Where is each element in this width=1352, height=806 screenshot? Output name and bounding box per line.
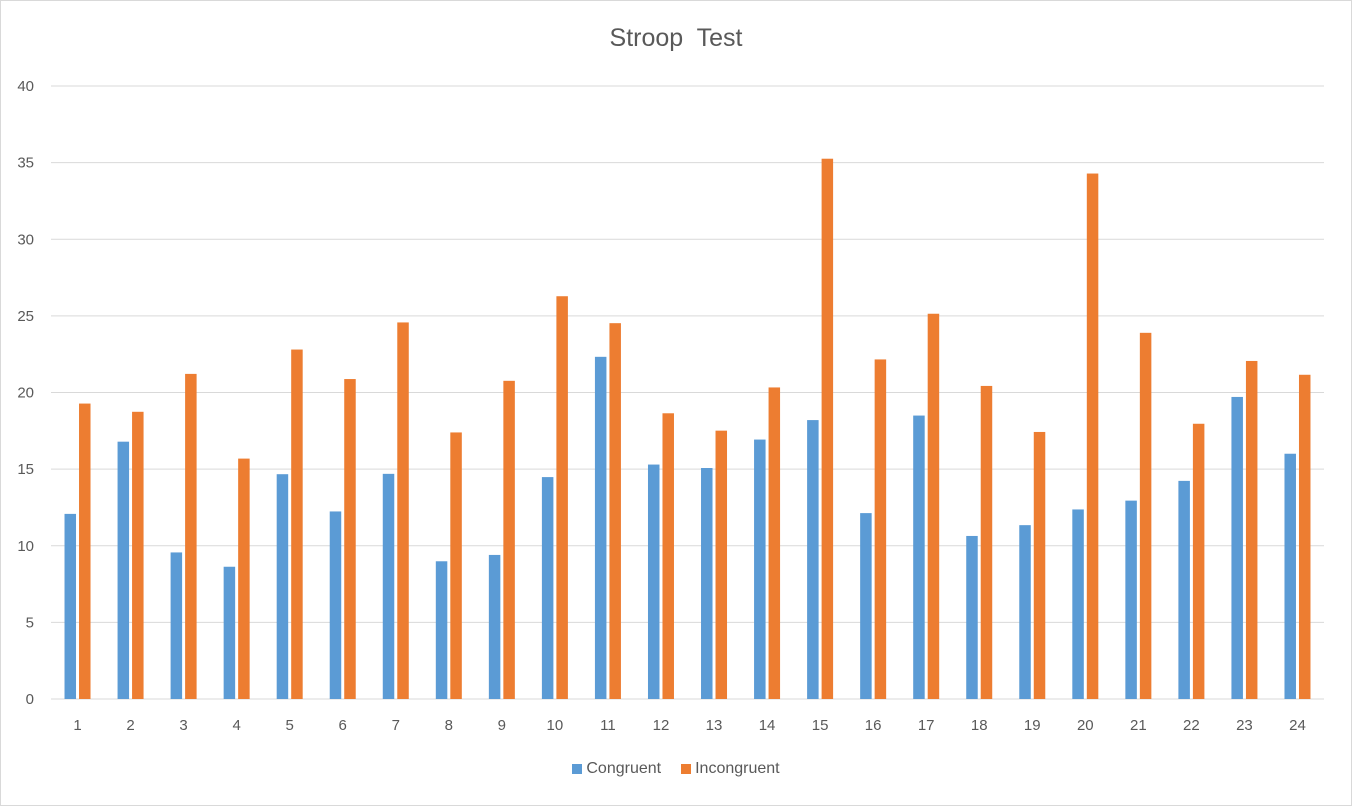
bar-incongruent-9 [503, 380, 515, 699]
bar-incongruent-15 [821, 158, 834, 699]
bar-incongruent-17 [927, 313, 940, 699]
legend-swatch-congruent [572, 764, 583, 774]
x-tick-label: 2 [126, 717, 134, 734]
x-axis-ticks: 1 2 3 4 5 6 7 8 9 10 11 12 13 14 15 16 17 18 19 20 21 22 23 24 [73, 717, 1305, 734]
chart-title: Stroop Test [609, 24, 743, 52]
bar-incongruent-12 [662, 413, 674, 699]
bar-incongruent-8 [450, 432, 462, 699]
x-tick-label: 1 [73, 717, 81, 734]
legend-item-incongruent: Incongruent [681, 760, 780, 778]
bar-congruent-5 [276, 474, 289, 699]
y-tick-label: 20 [17, 385, 34, 402]
bar-incongruent-7 [397, 322, 409, 699]
bar-incongruent-19 [1033, 431, 1046, 699]
bar-congruent-10 [541, 477, 554, 699]
bar-incongruent-22 [1192, 423, 1205, 699]
bar-congruent-14 [754, 439, 766, 699]
x-tick-label: 11 [600, 717, 616, 734]
x-tick-label: 13 [706, 717, 723, 734]
bar-congruent-1 [64, 513, 77, 699]
bar-congruent-15 [807, 420, 819, 699]
x-tick-label: 6 [339, 717, 347, 734]
bar-incongruent-5 [291, 349, 303, 699]
x-tick-label: 18 [971, 717, 988, 734]
bar-incongruent-18 [980, 385, 993, 699]
x-tick-label: 17 [918, 717, 935, 734]
legend-label-incongruent: Incongruent [695, 760, 780, 777]
y-tick-label: 30 [17, 231, 34, 248]
bar-congruent-11 [594, 356, 607, 699]
bar-congruent-7 [382, 473, 395, 699]
bar-incongruent-6 [344, 379, 356, 699]
x-tick-label: 3 [179, 717, 187, 734]
y-tick-label: 10 [17, 538, 34, 555]
x-tick-label: 15 [812, 717, 829, 734]
bar-incongruent-16 [874, 359, 887, 699]
y-tick-label: 15 [17, 461, 34, 478]
bar-incongruent-14 [768, 387, 781, 699]
x-tick-label: 7 [392, 717, 400, 734]
bar-incongruent-10 [556, 296, 568, 699]
bar-congruent-21 [1125, 500, 1137, 699]
bar-incongruent-21 [1139, 332, 1152, 699]
legend: Congruent Incongruent [0, 760, 1352, 778]
bar-congruent-3 [170, 552, 183, 699]
bar-congruent-6 [329, 511, 342, 699]
bar-incongruent-23 [1245, 360, 1258, 699]
x-tick-label: 22 [1183, 717, 1200, 734]
gridlines [51, 85, 1324, 700]
legend-label-congruent: Congruent [586, 760, 662, 777]
bar-incongruent-3 [185, 373, 197, 699]
legend-swatch-incongruent [681, 764, 692, 774]
x-tick-label: 23 [1236, 717, 1253, 734]
x-tick-label: 10 [547, 717, 564, 734]
bar-incongruent-20 [1086, 173, 1099, 700]
x-tick-label: 8 [445, 717, 453, 734]
x-tick-label: 4 [232, 717, 240, 734]
bar-incongruent-1 [79, 403, 91, 699]
y-tick-label: 0 [26, 691, 34, 708]
x-tick-label: 12 [653, 717, 670, 734]
bar-congruent-22 [1178, 480, 1190, 699]
bar-incongruent-4 [238, 458, 250, 699]
bar-congruent-12 [647, 464, 660, 699]
bar-congruent-18 [966, 535, 978, 699]
x-tick-label: 19 [1024, 717, 1041, 734]
bar-congruent-24 [1284, 453, 1296, 699]
bar-incongruent-2 [132, 411, 144, 699]
bar-incongruent-24 [1298, 374, 1311, 699]
y-tick-label: 35 [17, 155, 34, 172]
y-tick-label: 25 [17, 308, 34, 325]
x-tick-label: 16 [865, 717, 882, 734]
bar-congruent-19 [1019, 525, 1031, 699]
bar-congruent-13 [701, 468, 713, 699]
bar-incongruent-11 [609, 323, 621, 699]
bar-congruent-8 [435, 561, 448, 699]
x-tick-label: 20 [1077, 717, 1094, 734]
x-tick-label: 5 [286, 717, 294, 734]
x-tick-label: 21 [1130, 717, 1147, 734]
bar-congruent-17 [913, 415, 925, 699]
x-tick-label: 14 [759, 717, 776, 734]
bar-congruent-2 [117, 441, 130, 699]
bar-congruent-20 [1072, 509, 1084, 699]
y-axis-ticks: 0 5 10 15 20 25 30 35 40 [17, 78, 34, 708]
x-tick-label: 9 [498, 717, 506, 734]
bar-congruent-23 [1231, 396, 1243, 699]
y-tick-label: 5 [26, 614, 34, 631]
x-tick-label: 24 [1289, 717, 1306, 734]
bar-incongruent-13 [715, 430, 728, 699]
y-tick-label: 40 [17, 78, 34, 95]
bar-congruent-4 [223, 566, 236, 699]
bar-congruent-9 [488, 554, 501, 699]
bar-congruent-16 [860, 513, 872, 699]
bars [64, 158, 1311, 700]
legend-item-congruent: Congruent [572, 760, 661, 778]
